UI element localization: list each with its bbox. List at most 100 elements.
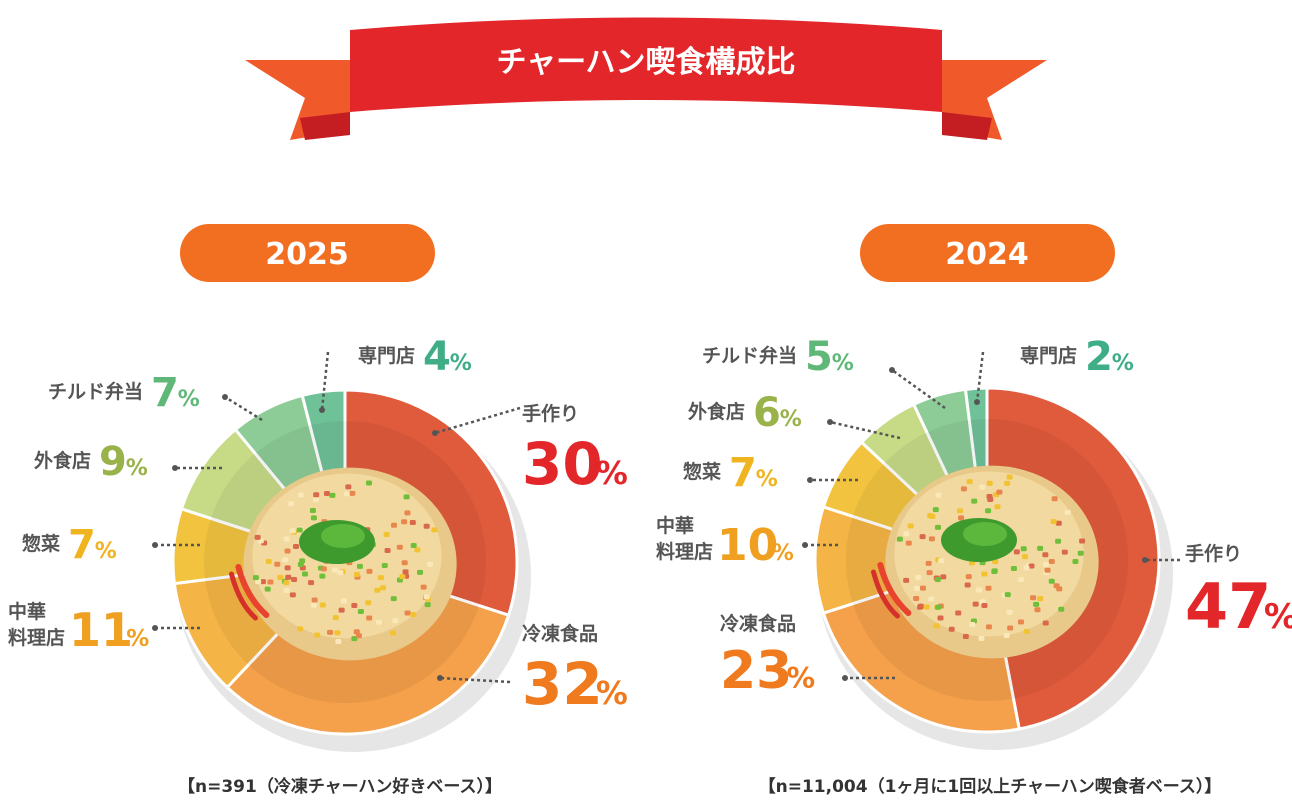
year-pill-2024: 2024 (860, 224, 1115, 282)
slice-name: 手作り (1185, 542, 1242, 565)
slice-label: 専門店 4% (358, 334, 472, 380)
rice-ingredient (284, 565, 291, 571)
leader-line (975, 351, 985, 403)
rice-ingredient (375, 619, 382, 625)
leader-dot (1142, 557, 1148, 563)
rice-ingredient (913, 585, 920, 591)
rice-ingredient (996, 489, 1003, 495)
slice-name: チルド弁当 (48, 380, 143, 403)
rice-ingredient (915, 574, 922, 580)
rice-ingredient (396, 544, 403, 550)
rice-ingredient (926, 570, 933, 576)
rice-ingredient (353, 629, 360, 635)
slice-name: 外食店 (688, 400, 745, 423)
slice-label: 外食店 9% (34, 439, 148, 485)
slice-label: 専門店 2% (1020, 334, 1134, 380)
rice-ingredient (319, 573, 326, 579)
rice-ingredient (1034, 607, 1041, 613)
slice-name: 料理店 (656, 540, 713, 563)
rice-ingredient (390, 630, 397, 636)
rice-ingredient (401, 519, 408, 525)
rice-ingredient (284, 548, 291, 554)
rice-ingredient (1058, 606, 1065, 612)
rice-ingredient (972, 601, 979, 607)
slice-value: 6 (753, 390, 781, 436)
leader-line (434, 406, 521, 435)
slice-name: 専門店 (358, 344, 415, 367)
slice-name: 惣菜 (22, 532, 60, 555)
rice-ingredient (1051, 496, 1058, 502)
rice-ingredient (310, 602, 317, 608)
red-ginger (870, 569, 900, 619)
rice-ingredient (327, 629, 334, 635)
rice-ingredient (925, 560, 932, 566)
slice-value: 32 (522, 650, 603, 718)
rice-ingredient (283, 580, 290, 586)
rice-ingredient (896, 536, 903, 542)
slice-value: 7 (729, 450, 757, 496)
rice-ingredient (1037, 596, 1044, 602)
title-ribbon: チャーハン喫食構成比 (245, 17, 1047, 140)
fried-rice-illustration (870, 465, 1099, 659)
rice-ingredient (964, 582, 971, 588)
rice-ingredient (431, 527, 438, 533)
rice-ingredient (404, 510, 411, 516)
rice-ingredient (934, 524, 941, 530)
slice-name: 手作り (522, 402, 579, 425)
red-ginger (228, 571, 258, 621)
slice-name: 冷凍食品 (522, 622, 598, 645)
rice-ingredient (311, 597, 318, 603)
slice-value: 10 (717, 520, 778, 571)
leader-dot (827, 419, 833, 425)
pie-chart-2024: 手作り47%冷凍食品23%中華料理店10%惣菜7%外食店6%チルド弁当5%専門店… (656, 334, 1292, 750)
rice-ingredient (374, 587, 381, 593)
rice-ingredient (390, 522, 397, 528)
sample-note-2024: 【n=11,004（1ヶ月に1回以上チャーハン喫食者ベース）】 (759, 776, 1222, 797)
rice-ingredient (1010, 566, 1017, 572)
rice-ingredient (1056, 586, 1063, 592)
percent-sign: % (786, 661, 815, 695)
percent-sign: % (772, 541, 794, 566)
rice-ingredient (337, 570, 344, 576)
rice-ingredient (289, 528, 296, 534)
leader-dot (842, 675, 848, 681)
rice-ingredient (403, 494, 410, 500)
rice-ingredient (928, 536, 935, 542)
rice-ingredient (957, 508, 964, 514)
rice-ingredient (309, 507, 316, 513)
rice-ingredient (981, 571, 988, 577)
rice-ingredient (1048, 578, 1055, 584)
rice-ingredient (409, 519, 416, 525)
rice-ingredient (979, 484, 986, 490)
leader-dot (807, 477, 813, 483)
rice-ingredient (310, 515, 317, 521)
rice-ingredient (259, 579, 266, 585)
rice-ingredient (986, 480, 993, 486)
rice-ingredient (427, 561, 434, 567)
slice-name: 外食店 (34, 449, 91, 472)
percent-sign: % (596, 454, 628, 492)
slice-label: 惣菜 7% (22, 522, 117, 568)
fried-rice-illustration (228, 467, 457, 661)
percent-sign: % (126, 626, 149, 652)
rice-ingredient (913, 595, 920, 601)
rice-ingredient (933, 623, 940, 629)
rice-ingredient (308, 580, 315, 586)
rice-ingredient (289, 592, 296, 598)
rice-ingredient (351, 602, 358, 608)
percent-sign: % (1112, 351, 1134, 376)
rice-ingredient (377, 575, 384, 581)
slice-name: 中華 (656, 514, 694, 537)
rice-ingredient (338, 607, 345, 613)
rice-ingredient (917, 604, 924, 610)
rice-ingredient (365, 600, 372, 606)
rice-ingredient (252, 575, 259, 581)
rice-ingredient (410, 612, 417, 618)
rice-ingredient (329, 492, 336, 498)
slice-label: 外食店 6% (688, 390, 802, 436)
rice-ingredient (355, 633, 362, 639)
leader-dot (974, 399, 980, 405)
rice-ingredient (1020, 546, 1027, 552)
